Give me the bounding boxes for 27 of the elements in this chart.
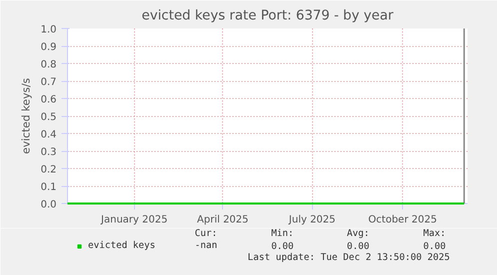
- y-tick-label: 0.6: [40, 94, 57, 106]
- y-tick-label: 0.7: [40, 77, 57, 88]
- text: Max:: [423, 228, 446, 239]
- y-tick-label: 0.5: [40, 112, 57, 123]
- text: Min:: [271, 228, 294, 239]
- y-tick-label: 0.4: [40, 130, 57, 140]
- text: 0.00: [423, 241, 446, 252]
- x-tick-label: July 2025: [288, 214, 336, 226]
- text: 0.00: [346, 241, 370, 252]
- legend-label: evicted keys: [88, 240, 156, 251]
- y-tick-label: 0.2: [40, 164, 57, 176]
- y-tick-label: 0.3: [40, 147, 57, 158]
- y-tick-label: 0.9: [40, 42, 57, 53]
- text: Last update: Tue Dec 2 13:50:00 2025: [248, 252, 450, 263]
- y-tick-label: 0.0: [40, 200, 57, 210]
- y-tick-label: 1.0: [40, 24, 57, 36]
- text: Avg:: [346, 228, 370, 239]
- x-tick-label: January 2025: [100, 214, 168, 226]
- y-tick-label: 0.1: [40, 182, 57, 193]
- chart-title: evicted keys rate Port: 6379 - by year: [142, 8, 394, 24]
- text: Cur:: [194, 228, 218, 239]
- text: 0.00: [271, 241, 294, 252]
- text: -nan: [194, 240, 218, 251]
- y-axis-title: evicted keys/s: [20, 78, 33, 154]
- x-tick-label: April 2025: [197, 214, 249, 226]
- x-tick-label: October 2025: [368, 214, 437, 226]
- y-tick-label: 0.8: [40, 60, 57, 70]
